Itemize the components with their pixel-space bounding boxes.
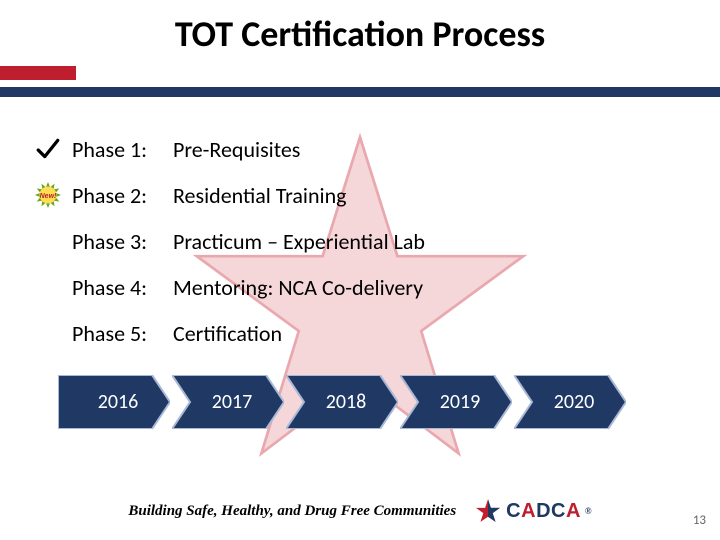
slide-title: TOT Certification Process <box>0 0 720 56</box>
timeline-chevron: 2019 <box>400 375 512 429</box>
phase-row: Phase 1: Pre-Requisites <box>72 135 720 163</box>
logo-star-icon <box>474 498 502 524</box>
chevron-label: 2019 <box>440 390 481 414</box>
trademark-icon: ® <box>585 506 592 516</box>
phase-list: Phase 1: Pre-Requisites New!Phase 2: Resi… <box>72 135 720 347</box>
chevron-label: 2018 <box>326 390 367 414</box>
chevron-label: 2020 <box>554 390 595 414</box>
cadca-logo: CADCA ® <box>474 498 591 524</box>
no-icon <box>34 227 62 255</box>
footer-tagline: Building Safe, Healthy, and Drug Free Co… <box>128 503 456 520</box>
phase-label: Phase 4: Mentoring: NCA Co-delivery <box>72 274 423 301</box>
timeline-chevron: 2018 <box>286 375 398 429</box>
phase-row: New!Phase 2: Residential Training <box>72 181 720 209</box>
phase-label: Phase 1: Pre-Requisites <box>72 136 300 163</box>
page-number: 13 <box>693 513 706 528</box>
phase-label: Phase 3: Practicum – Experiential Lab <box>72 228 425 255</box>
check-icon <box>34 135 62 163</box>
phase-row: Phase 3: Practicum – Experiential Lab <box>72 227 720 255</box>
no-icon <box>34 319 62 347</box>
title-underline <box>0 66 720 97</box>
phase-label: Phase 2: Residential Training <box>72 182 347 209</box>
chevron-label: 2016 <box>98 390 139 414</box>
phase-row: Phase 5: Certification <box>72 319 720 347</box>
svg-text:New!: New! <box>40 193 57 200</box>
phase-row: Phase 4: Mentoring: NCA Co-delivery <box>72 273 720 301</box>
logo-text: CADCA <box>506 500 581 523</box>
timeline-chevrons: 2016 2017 2018 2019 2020 <box>58 375 720 429</box>
chevron-label: 2017 <box>212 390 253 414</box>
timeline-chevron: 2020 <box>514 375 626 429</box>
new-badge-icon: New! <box>34 181 62 209</box>
timeline-chevron: 2017 <box>172 375 284 429</box>
phase-label: Phase 5: Certification <box>72 320 282 347</box>
footer: Building Safe, Healthy, and Drug Free Co… <box>0 498 720 524</box>
no-icon <box>34 273 62 301</box>
timeline-chevron: 2016 <box>58 375 170 429</box>
